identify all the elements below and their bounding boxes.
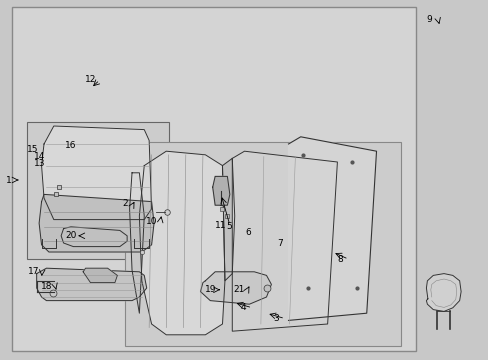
Bar [124, 142, 400, 346]
Polygon shape [61, 227, 127, 247]
Polygon shape [222, 158, 234, 281]
Text: 19: 19 [204, 285, 216, 294]
Text: 18: 18 [41, 282, 52, 291]
Text: 10: 10 [145, 217, 157, 226]
Text: 2: 2 [122, 199, 127, 208]
Polygon shape [288, 137, 376, 320]
Polygon shape [139, 151, 224, 335]
Text: 11: 11 [215, 220, 226, 230]
Text: 6: 6 [245, 228, 251, 237]
Text: 20: 20 [65, 231, 77, 240]
Text: 14: 14 [34, 152, 46, 161]
Bar [27, 122, 168, 259]
Polygon shape [212, 176, 229, 205]
Bar [12, 7, 415, 351]
Text: 17: 17 [27, 267, 39, 276]
Polygon shape [232, 151, 337, 331]
Text: 16: 16 [65, 141, 77, 150]
Polygon shape [37, 268, 146, 301]
Text: 21: 21 [232, 285, 244, 294]
Text: 12: 12 [85, 76, 97, 85]
Bar [417, 265, 483, 340]
Polygon shape [200, 272, 271, 304]
Text: 1: 1 [6, 176, 12, 185]
Text: 3: 3 [273, 314, 279, 323]
Text: 9: 9 [426, 15, 431, 24]
Text: 13: 13 [34, 159, 46, 168]
Text: 7: 7 [276, 239, 282, 248]
Text: 8: 8 [336, 255, 342, 264]
Text: 15: 15 [26, 145, 38, 154]
Text: 4: 4 [240, 303, 246, 312]
Polygon shape [39, 194, 154, 252]
Polygon shape [83, 268, 117, 283]
Polygon shape [129, 173, 144, 313]
Polygon shape [426, 274, 460, 311]
Text: 5: 5 [225, 222, 231, 231]
Polygon shape [41, 126, 151, 220]
